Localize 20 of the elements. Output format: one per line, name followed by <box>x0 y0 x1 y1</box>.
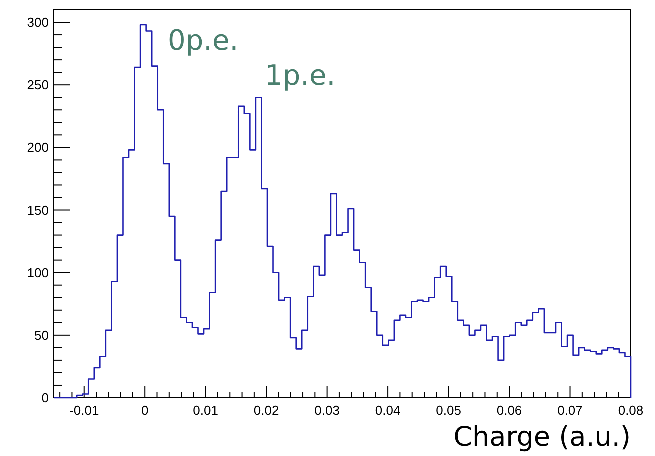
y-tick-label: 100 <box>27 265 49 280</box>
x-tick-label: -0.01 <box>70 403 100 418</box>
x-tick-label: 0.01 <box>193 403 218 418</box>
x-tick-label: 0 <box>141 403 149 418</box>
y-tick-label: 200 <box>27 140 49 156</box>
x-axis-title: Charge (a.u.) <box>454 422 631 453</box>
y-tick-label: 0 <box>42 390 49 406</box>
x-tick-label: 0.04 <box>375 403 401 418</box>
x-tick-label: 0.08 <box>618 403 644 418</box>
x-tick-label: 0.07 <box>558 403 583 418</box>
y-tick-label: 250 <box>27 78 49 93</box>
x-tick-label: 0.03 <box>314 403 340 418</box>
x-tick-label: 0.02 <box>254 403 280 418</box>
x-tick-label: 0.05 <box>436 403 462 418</box>
annotation: 1p.e. <box>265 59 336 92</box>
y-tick-label: 300 <box>27 15 49 30</box>
annotation: 0p.e. <box>168 24 239 57</box>
x-tick-label: 0.06 <box>496 403 522 418</box>
y-tick-label: 150 <box>27 202 49 218</box>
y-tick-label: 50 <box>34 328 49 343</box>
